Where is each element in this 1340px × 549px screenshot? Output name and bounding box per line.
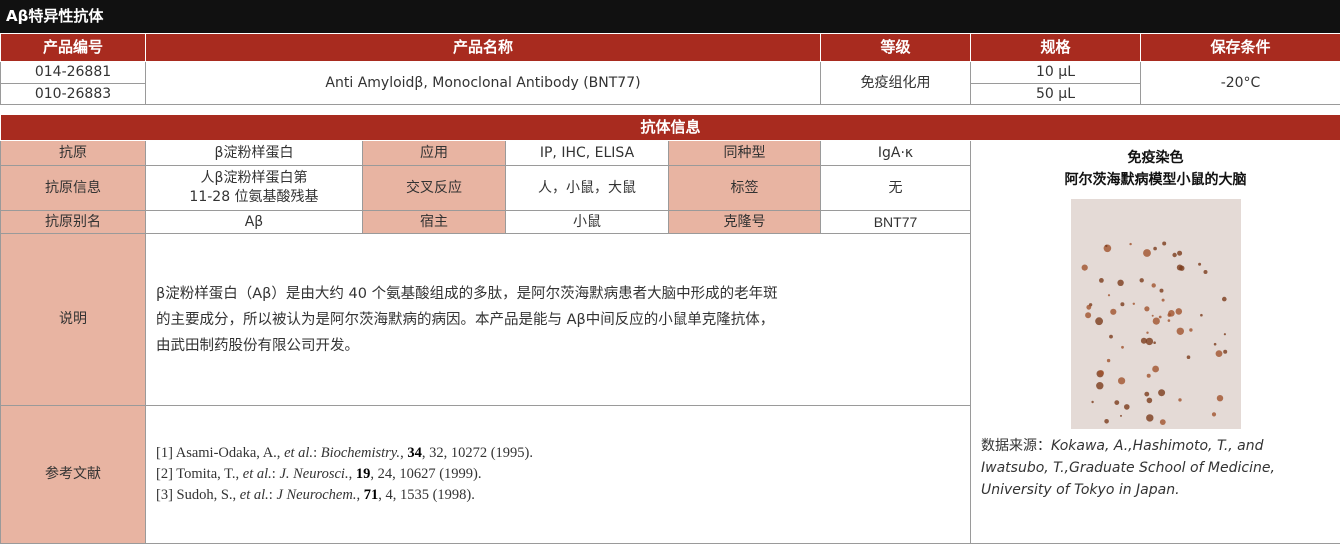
reference-part: , 24, 10627 (1999). <box>370 466 482 482</box>
reference-part: , <box>356 487 364 503</box>
reference: [3] Sudoh, S., et al.: J Neurochem., 71,… <box>156 485 966 506</box>
label-cell: 应用 <box>362 140 506 166</box>
reference-part: , 32, 10272 (1995). <box>421 445 533 461</box>
page-title: Aβ特异性抗体 <box>0 0 1340 33</box>
figure-panel: 免疫染色阿尔茨海默病模型小鼠的大脑数据来源：Kokawa, A.,Hashimo… <box>970 140 1340 544</box>
value-cell: Aβ <box>145 210 363 234</box>
reference-part: [1] Asami-Odaka, A., <box>156 445 285 461</box>
grade-cell: 免疫组化用 <box>820 61 972 105</box>
stain-image <box>1070 199 1241 429</box>
value-cell: β淀粉样蛋白 <box>145 140 363 166</box>
reference-part: , 4, 1535 (1998). <box>378 487 475 503</box>
reference-part: 71 <box>363 487 379 503</box>
value-cell: 无 <box>820 165 972 211</box>
value-cell: IgA·κ <box>820 140 972 166</box>
caption-label: 数据来源： <box>981 438 1052 454</box>
header-cell: 规格 <box>970 33 1142 62</box>
product-table: 产品编号 产品名称 等级 规格 保存条件 014-26881 Anti Amyl… <box>0 33 1340 544</box>
header-cell: 产品编号 <box>0 33 146 62</box>
reference-part: 19 <box>355 466 371 482</box>
figure-title: 免疫染色 <box>1127 150 1184 166</box>
reference-part: 34 <box>407 445 422 461</box>
label-cell: 抗原别名 <box>0 210 146 234</box>
reference-part: , <box>348 466 356 482</box>
label-cell: 同种型 <box>667 140 822 166</box>
label-cell: 说明 <box>0 233 146 406</box>
spacer <box>1 105 1340 115</box>
reference-part: et al. <box>284 445 314 461</box>
reference-part: [2] Tomita, T., <box>156 466 243 482</box>
value-line: 11-28 位氨基酸残基 <box>189 189 319 205</box>
section-title: 抗体信息 <box>0 114 1340 141</box>
description-line: 由武田制药股份有限公司开发。 <box>156 337 359 354</box>
reference-part: : <box>268 487 277 503</box>
reference-part: , <box>400 445 408 461</box>
header-cell: 产品名称 <box>144 33 822 62</box>
value-line: 人β淀粉样蛋白第 <box>200 170 308 186</box>
label-cell: 克隆号 <box>667 210 822 234</box>
reference-part: et al. <box>239 487 269 503</box>
reference: [1] Asami-Odaka, A., et al.: Biochemistr… <box>156 443 966 464</box>
reference-part: Biochemistry. <box>320 445 401 461</box>
label-cell: 宿主 <box>362 210 506 234</box>
label-cell: 参考文献 <box>0 405 146 544</box>
description-line: β淀粉样蛋白（Aβ）是由大约 40 个氨基酸组成的多肽，是阿尔茨海默病患者大脑中… <box>156 285 778 302</box>
description: β淀粉样蛋白（Aβ）是由大约 40 个氨基酸组成的多肽，是阿尔茨海默病患者大脑中… <box>144 233 972 406</box>
caption: 数据来源：Kokawa, A.,Hashimoto, T., and Iwats… <box>981 435 1330 501</box>
reference-part: : <box>271 466 280 482</box>
code-cell: 010-26883 <box>0 83 146 105</box>
value-cell: 人，小鼠，大鼠 <box>505 165 669 211</box>
reference-part: : <box>313 445 321 461</box>
label-cell: 标签 <box>667 165 822 211</box>
size-cell: 50 μL <box>970 83 1142 105</box>
reference: [2] Tomita, T., et al.: J. Neurosci., 19… <box>156 464 966 485</box>
caption-text: Kokawa, A.,Hashimoto, T., and Iwatsubo, … <box>981 438 1275 498</box>
value-cell: 小鼠 <box>505 210 669 234</box>
reference-part: J. Neurosci. <box>279 466 349 482</box>
reference-part: J Neurochem. <box>276 487 357 503</box>
code-cell: 014-26881 <box>0 61 146 84</box>
description-line: 的主要成分，所以被认为是阿尔茨海默病的病因。本产品是能与 Aβ中间反应的小鼠单克… <box>156 311 775 328</box>
value-cell: IP, IHC, ELISA <box>505 140 669 166</box>
value-cell: 人β淀粉样蛋白第 11-28 位氨基酸残基 <box>145 165 363 211</box>
name-cell: Anti Amyloidβ, Monoclonal Antibody (BNT7… <box>144 61 822 105</box>
value-cell: BNT77 <box>820 210 972 234</box>
header-cell: 保存条件 <box>1140 33 1340 62</box>
header-cell: 等级 <box>820 33 972 62</box>
label-cell: 交叉反应 <box>362 165 506 211</box>
figure-title: 阿尔茨海默病模型小鼠的大脑 <box>1064 172 1247 188</box>
reference-part: et al. <box>242 466 272 482</box>
size-cell: 10 μL <box>970 61 1142 84</box>
label-cell: 抗原 <box>0 140 146 166</box>
label-cell: 抗原信息 <box>0 165 146 211</box>
reference-part: [3] Sudoh, S., <box>156 487 240 503</box>
storage-cell: -20°C <box>1140 61 1340 105</box>
references: [1] Asami-Odaka, A., et al.: Biochemistr… <box>144 405 972 544</box>
